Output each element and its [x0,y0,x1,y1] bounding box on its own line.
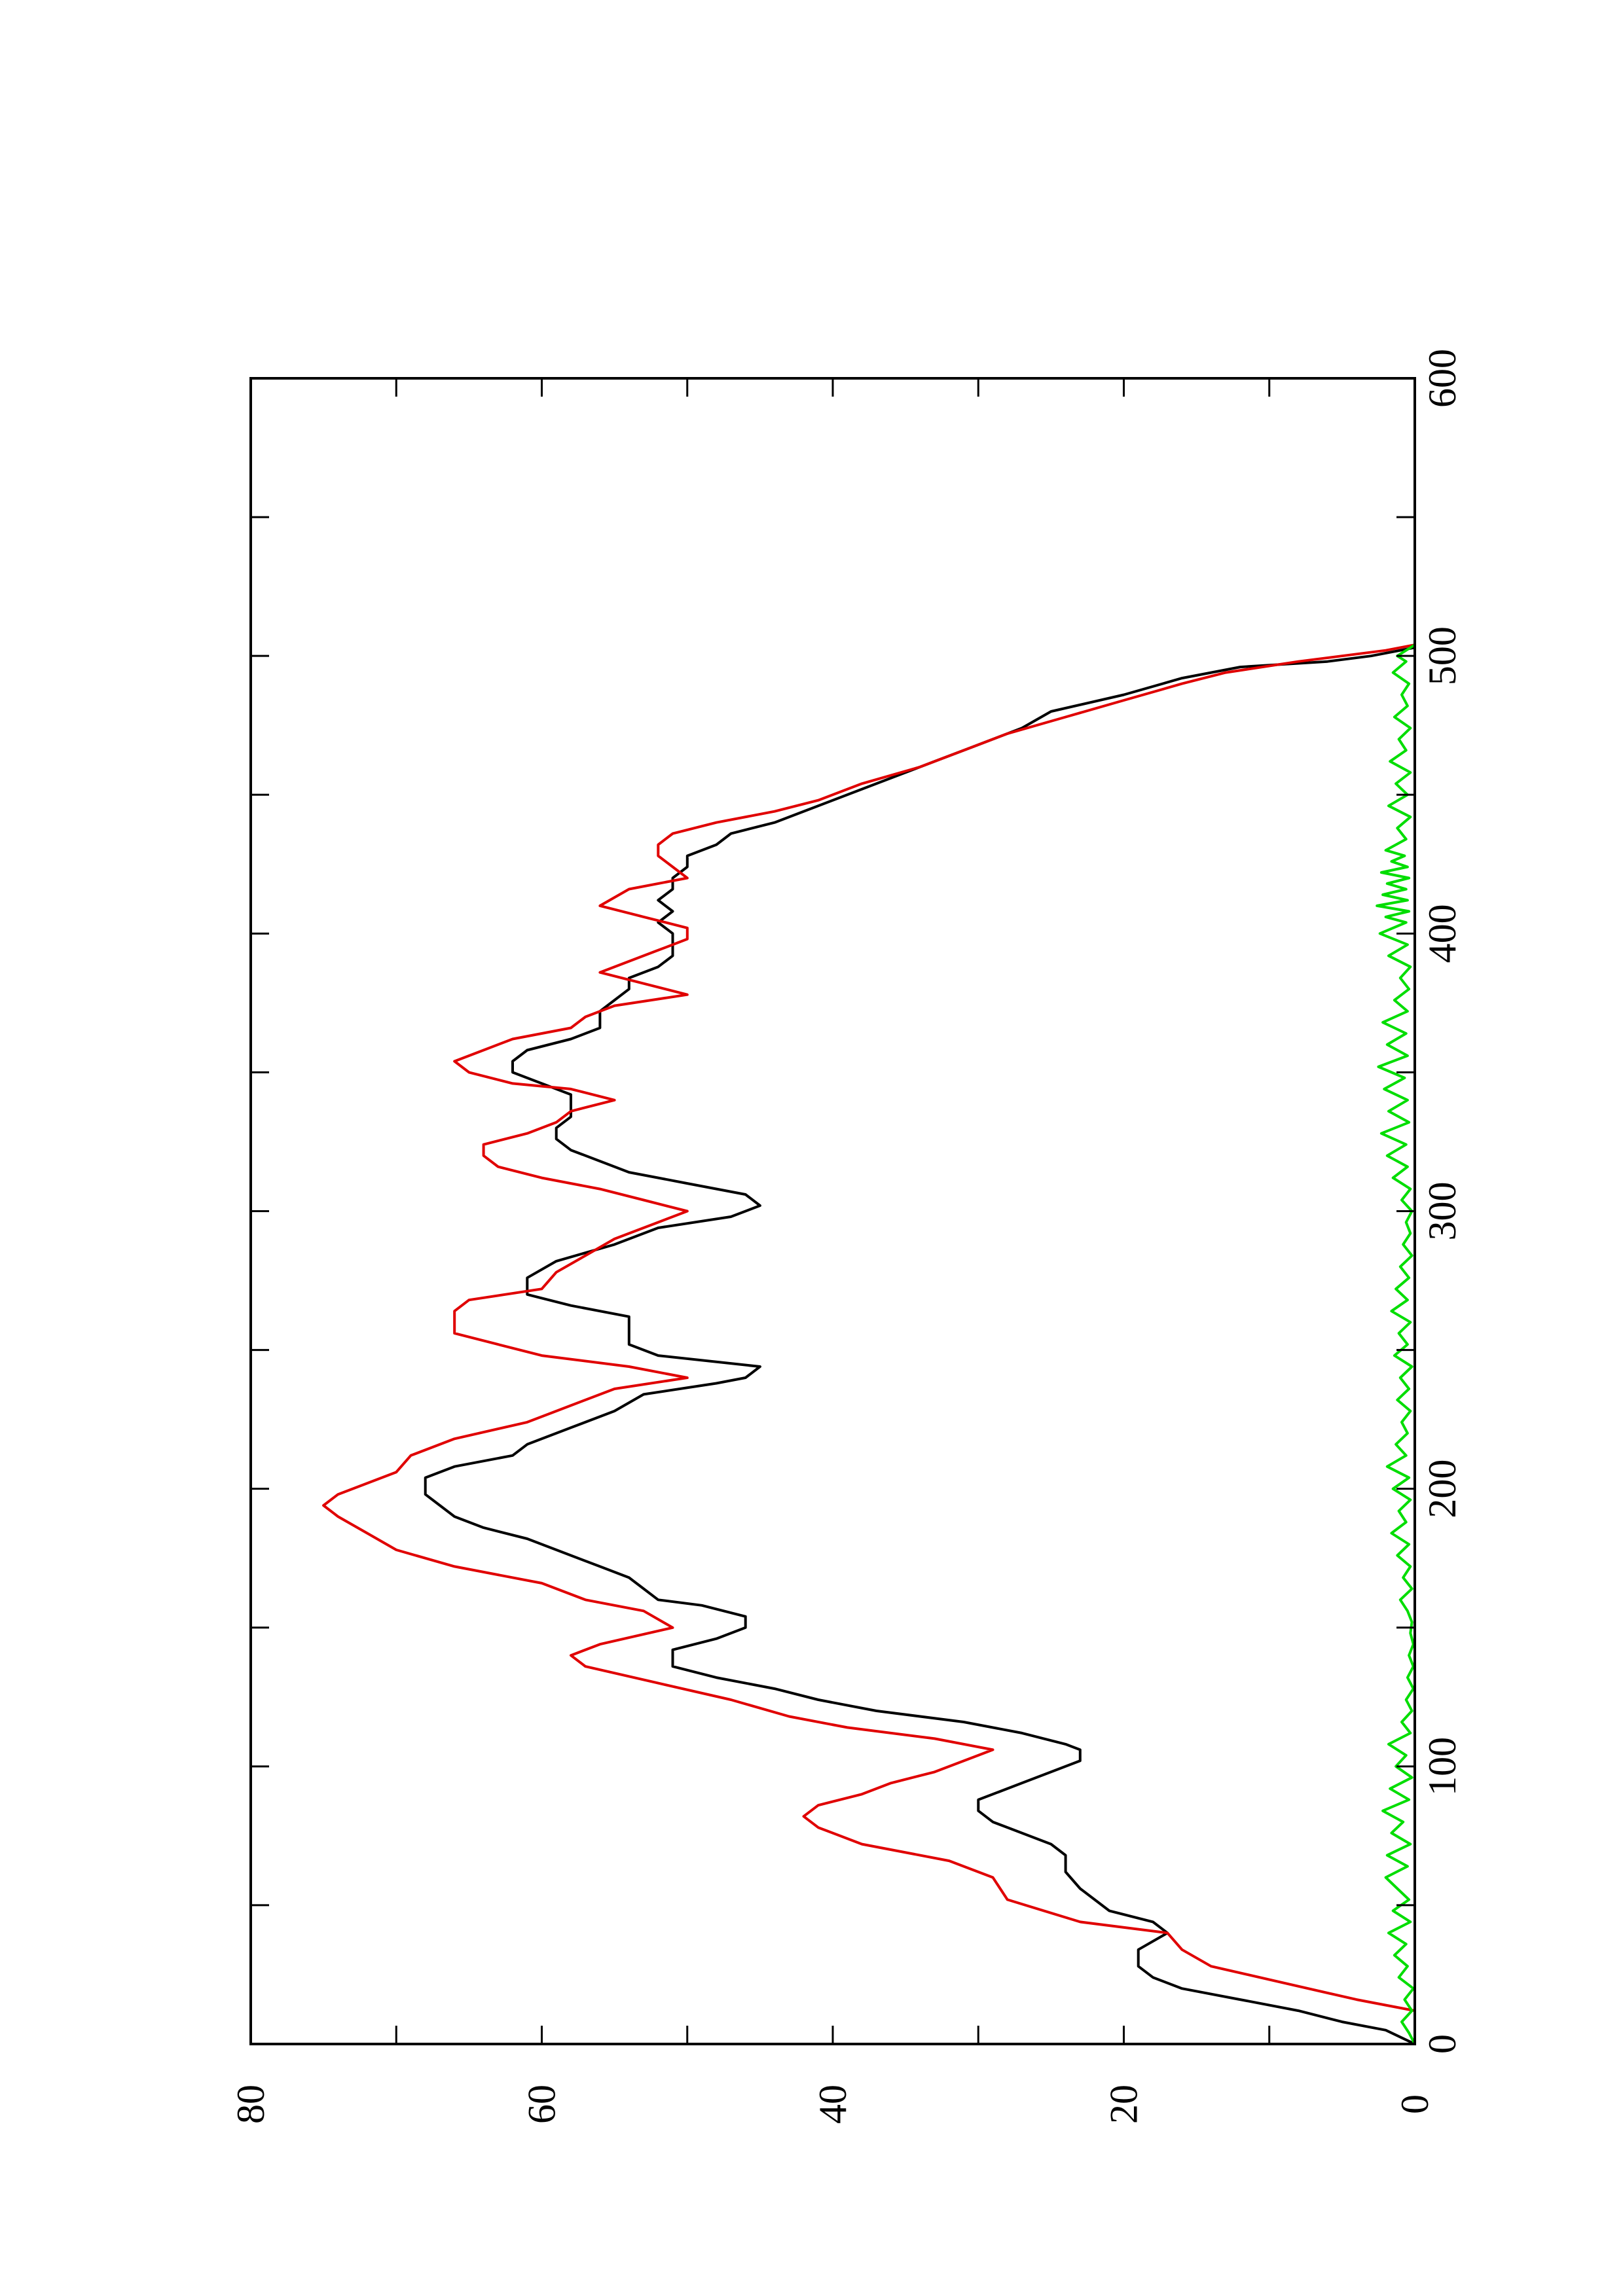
y-tick-label: 0 [1393,2094,1436,2114]
x-tick-label: 400 [1421,904,1464,963]
x-tick-label: 100 [1421,1737,1464,1796]
series-line-2 [322,643,1416,2044]
x-tick-label: 300 [1421,1182,1464,1241]
y-tick-label: 80 [229,2085,272,2124]
y-tick-label: 20 [1103,2085,1146,2124]
y-tick-label: 40 [811,2085,854,2124]
x-tick-label: 500 [1421,626,1464,685]
x-tick-label: 0 [1421,2034,1464,2054]
plot-frame [249,377,1416,2045]
series-line-1 [424,646,1415,2045]
x-tick-label: 600 [1421,349,1464,408]
series-layer [322,643,1416,2045]
y-tick-label: 60 [520,2085,564,2124]
labels-layer: 0 100 200 300 400 500 600 0 20 40 60 80 [229,349,1464,2124]
x-tick-label: 200 [1421,1460,1464,1518]
series-line-3 [1376,643,1416,2045]
